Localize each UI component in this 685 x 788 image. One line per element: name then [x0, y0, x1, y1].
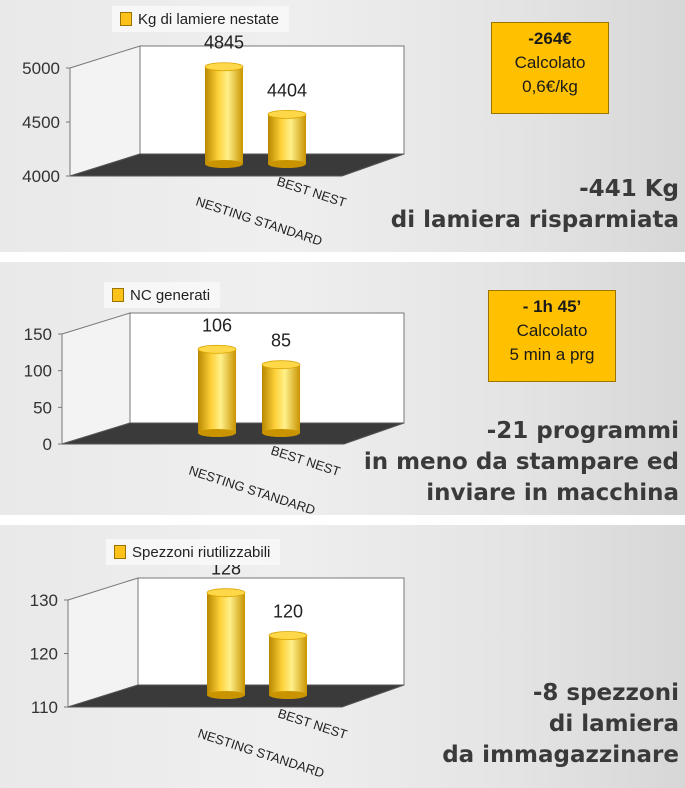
callout-line: 5 min a prg — [509, 345, 595, 364]
bar-body — [262, 364, 300, 433]
y-tick-label: 4000 — [22, 167, 60, 186]
legend-label: Spezzoni riutilizzabili — [132, 543, 271, 561]
bar-base — [207, 691, 245, 699]
summary-line: inviare in macchina — [426, 480, 679, 506]
callout-box: - 1h 45’ Calcolato 5 min a prg — [488, 290, 616, 382]
summary-line: da immagazzinare — [442, 742, 679, 768]
chart-kg-lamiere: 4000 4500 5000 4845 4404 NESTING STANDARDBEST… — [22, 33, 405, 249]
side-wall — [69, 45, 141, 177]
callout-box: -264€ Calcolato 0,6€/kg — [491, 22, 609, 114]
summary-line: in meno da stampare ed — [363, 449, 679, 475]
legend-swatch — [114, 545, 126, 559]
legend-label: NC generati — [130, 286, 211, 304]
summary-text: -21 programmi in meno da stampare ed inv… — [364, 416, 679, 509]
summary-line: di lamiera risparmiata — [390, 207, 679, 233]
bar-top — [267, 109, 307, 119]
bar-value-label: 85 — [271, 331, 291, 351]
chart-legend: Spezzoni riutilizzabili — [106, 539, 281, 565]
summary-text: -8 spezzoni di lamiera da immagazzinare — [442, 678, 679, 771]
bar-value-label: 120 — [273, 602, 303, 622]
category-label: NESTING STANDARD — [196, 726, 326, 781]
bar-base — [262, 429, 300, 437]
summary-line: di lamiera — [548, 711, 679, 737]
bar-base — [198, 429, 236, 437]
legend-swatch — [120, 12, 132, 26]
summary-headline: -8 spezzoni — [532, 680, 679, 706]
summary-headline: -441 Kg — [579, 176, 679, 202]
y-tick-label: 120 — [30, 645, 58, 664]
legend-label: Kg di lamiere nestate — [138, 10, 279, 28]
y-tick-label: 100 — [24, 362, 52, 381]
bar-base — [268, 160, 306, 168]
bar-value-label: 4404 — [267, 80, 307, 100]
panel-kg-lamiere: 4000 4500 5000 4845 4404 NESTING STANDARD BEST… — [0, 0, 685, 252]
side-wall — [67, 577, 139, 708]
y-tick-label: 4500 — [22, 113, 60, 132]
callout-value: - 1h 45’ — [522, 297, 582, 316]
summary-text: -441 Kg di lamiera risparmiata — [391, 174, 679, 236]
bar-body — [198, 349, 236, 433]
bar-value-label: 106 — [202, 315, 232, 335]
bar-body — [205, 66, 243, 164]
category-label: NESTING STANDARD — [194, 194, 324, 249]
callout-value: -264€ — [528, 29, 572, 48]
panel-nc-generati: 0 50 100 150 106 85 NESTING STANDARD BEST NEST … — [0, 262, 685, 515]
bar-top — [204, 62, 244, 72]
summary-headline: -21 programmi — [486, 418, 679, 444]
bar-base — [269, 691, 307, 699]
bar-top — [206, 588, 246, 598]
y-tick-label: 0 — [43, 435, 52, 454]
y-tick-label: 150 — [24, 325, 52, 344]
category-label: BEST NEST — [276, 706, 349, 743]
side-wall — [61, 312, 131, 445]
y-tick-label: 50 — [33, 398, 52, 417]
callout-line: Calcolato — [514, 53, 586, 72]
chart-legend: Kg di lamiere nestate — [112, 6, 289, 32]
callout-line: 0,6€/kg — [522, 77, 578, 96]
y-tick-label: 130 — [30, 591, 58, 610]
chart-legend: NC generati — [104, 282, 221, 308]
bar-base — [205, 160, 243, 168]
y-tick-label: 5000 — [22, 59, 60, 78]
bar-top — [197, 344, 237, 354]
bar-value-label: 4845 — [204, 33, 244, 53]
category-label: NESTING STANDARD — [187, 463, 317, 515]
bar-top — [268, 631, 308, 640]
category-label: BEST NEST — [269, 443, 342, 480]
bar-body — [269, 635, 307, 695]
bar-body — [207, 592, 245, 695]
callout-line: Calcolato — [516, 321, 588, 340]
bar-body — [268, 114, 306, 164]
legend-swatch — [112, 288, 124, 302]
panel-spezzoni: 110 120 130 128 120 NESTING STANDARD BEST NEST… — [0, 525, 685, 788]
bar-top — [261, 360, 301, 370]
y-tick-label: 110 — [31, 698, 58, 717]
category-label: BEST NEST — [275, 174, 348, 211]
